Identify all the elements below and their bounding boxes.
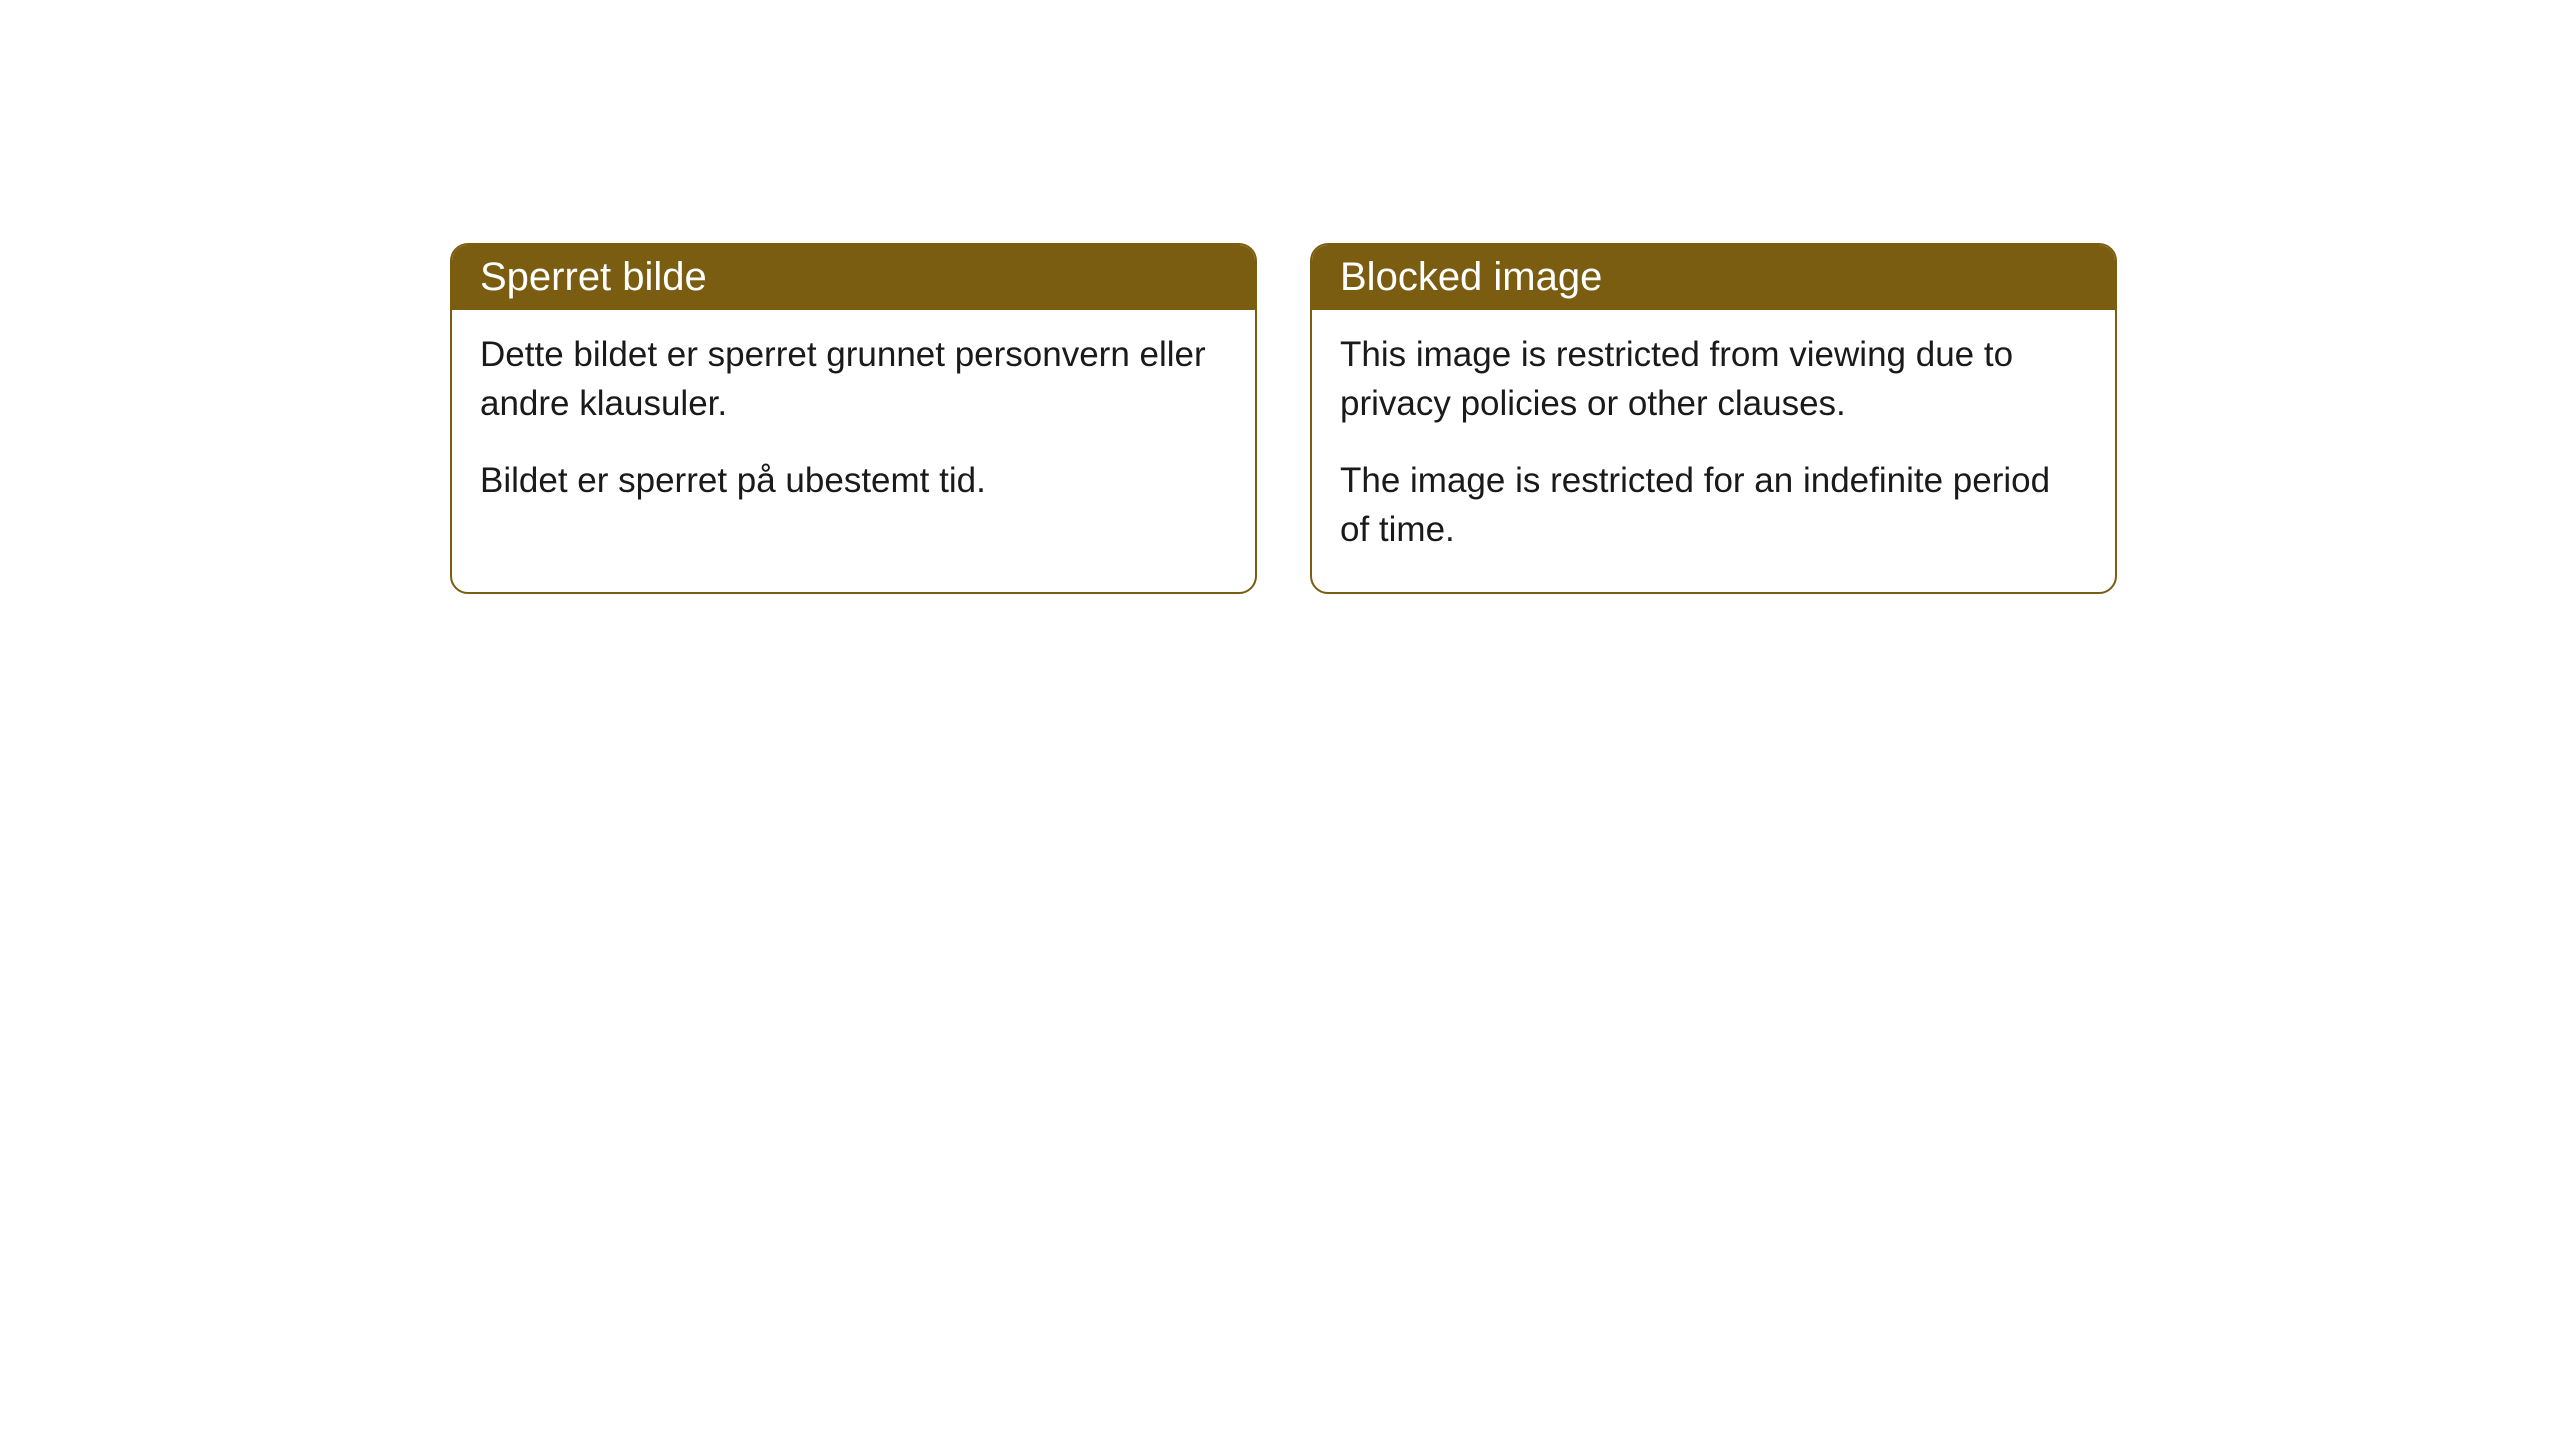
card-title: Blocked image [1340,255,1602,299]
blocked-image-card-no: Sperret bilde Dette bildet er sperret gr… [450,243,1257,594]
notice-container: Sperret bilde Dette bildet er sperret gr… [450,243,2117,594]
card-paragraph: Dette bildet er sperret grunnet personve… [480,330,1227,428]
card-paragraph: The image is restricted for an indefinit… [1340,456,2087,554]
card-header: Blocked image [1312,245,2115,310]
card-body: This image is restricted from viewing du… [1312,310,2115,592]
blocked-image-card-en: Blocked image This image is restricted f… [1310,243,2117,594]
card-body: Dette bildet er sperret grunnet personve… [452,310,1255,543]
card-header: Sperret bilde [452,245,1255,310]
card-paragraph: This image is restricted from viewing du… [1340,330,2087,428]
card-paragraph: Bildet er sperret på ubestemt tid. [480,456,1227,505]
card-title: Sperret bilde [480,255,707,299]
